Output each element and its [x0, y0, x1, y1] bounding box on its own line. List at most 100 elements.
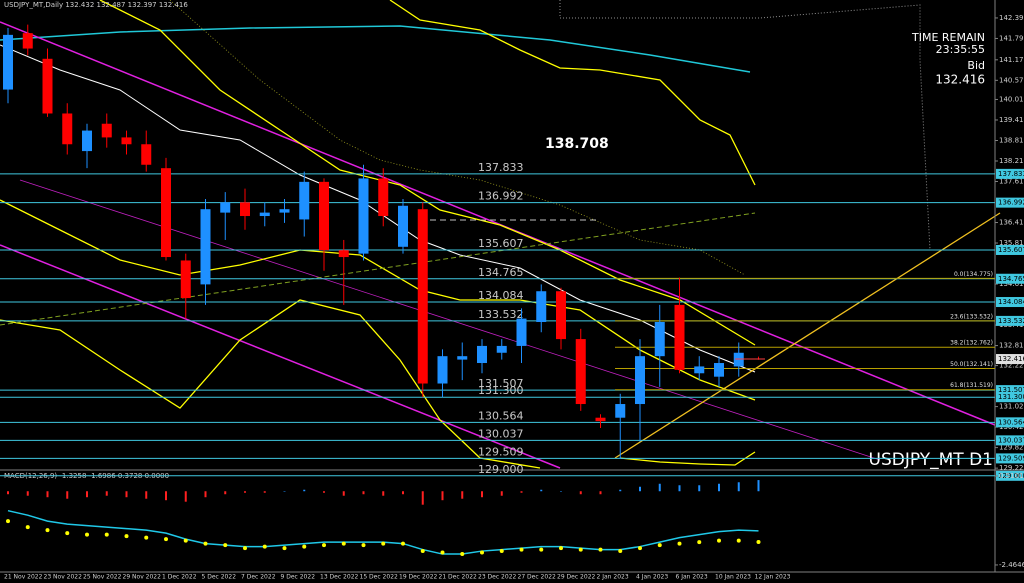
level-axis-box — [996, 392, 1024, 403]
candle-body — [220, 202, 231, 213]
level-axis-label: 135.607 — [998, 246, 1024, 254]
candle-body — [180, 260, 191, 299]
bollinger-middle — [0, 199, 756, 401]
macd-histogram-bar — [441, 491, 444, 501]
candle-body — [378, 178, 389, 217]
candle-body — [82, 130, 92, 152]
x-tick-label: 25 Nov 2022 — [83, 574, 122, 581]
time-remain: 23:35:55 — [936, 43, 985, 56]
candle-body — [595, 417, 606, 422]
macd-histogram-bar — [125, 491, 128, 498]
macd-histogram-bar — [481, 491, 483, 498]
macd-histogram-bar — [263, 491, 266, 493]
moving-average — [0, 25, 751, 73]
macd-dot — [578, 547, 583, 552]
level-label: 134.084 — [478, 289, 524, 302]
bid-label: Bid — [967, 59, 985, 72]
x-tick-label: 2 Jan 2023 — [597, 574, 629, 581]
level-axis-label: 134.765 — [998, 275, 1024, 283]
macd-histogram-bar — [678, 485, 681, 492]
level-axis-label: 130.564 — [998, 418, 1024, 426]
level-axis-label: 133.532 — [998, 317, 1024, 325]
level-axis-box — [996, 385, 1024, 396]
level-axis-box — [996, 168, 1024, 179]
candle-body — [141, 144, 152, 165]
x-tick-label: 13 Dec 2022 — [320, 574, 359, 581]
macd-histogram-bar — [560, 491, 562, 492]
macd-histogram-bar — [303, 489, 306, 492]
candle-body — [121, 137, 132, 145]
ichimoku-line — [169, 0, 746, 276]
level-axis-label: 134.084 — [998, 298, 1024, 306]
macd-histogram-bar — [362, 491, 365, 495]
level-label: 130.564 — [478, 409, 524, 422]
x-tick-label: 5 Dec 2022 — [202, 574, 237, 581]
macd-dot — [164, 537, 168, 542]
level-axis-box — [996, 315, 1024, 326]
macd-histogram-bar — [520, 491, 523, 493]
level-label: 130.037 — [478, 427, 524, 440]
macd-histogram-bar — [461, 491, 464, 499]
envelope-line — [619, 451, 756, 466]
y-tick-label: 136.410 — [999, 219, 1024, 227]
y-tick-label: 142.395 — [999, 14, 1024, 22]
y-tick-label: 132.810 — [999, 342, 1024, 350]
macd-dot — [717, 538, 721, 543]
candle-body — [101, 123, 112, 138]
macd-histogram-bar — [599, 491, 602, 495]
macd-dot — [322, 543, 326, 548]
candle-body — [733, 352, 744, 367]
macd-histogram-bar — [658, 483, 661, 492]
x-tick-label: 1 Dec 2022 — [162, 574, 197, 581]
macd-histogram-bar — [283, 491, 286, 492]
macd-histogram-bar — [244, 491, 246, 493]
candle-body — [358, 178, 369, 254]
level-axis-label: 130.037 — [998, 436, 1024, 444]
candle-body — [62, 113, 73, 145]
candle-body — [536, 291, 547, 322]
bollinger-lower — [0, 299, 541, 469]
macd-dot — [559, 546, 563, 551]
macd-histogram-bar — [402, 491, 404, 495]
y-tick-label: 135.810 — [999, 239, 1024, 247]
x-tick-label: 29 Dec 2022 — [557, 574, 596, 581]
x-tick-label: 27 Dec 2022 — [518, 574, 557, 581]
macd-dot — [25, 525, 30, 530]
macd-histogram-bar — [26, 491, 29, 496]
fib-label: 23.6(133.532) — [950, 313, 993, 320]
candle-body — [477, 345, 487, 364]
macd-histogram-bar — [204, 491, 207, 498]
fib-label: 0.0(134.775) — [954, 271, 993, 278]
level-label: 129.509 — [478, 445, 524, 458]
time-remain-label: TIME REMAIN — [911, 31, 985, 44]
macd-histogram-bar — [7, 491, 9, 495]
fib-label: 50.0(132.141) — [950, 361, 993, 368]
x-tick-label: 19 Dec 2022 — [399, 574, 438, 581]
level-axis-label: 131.507 — [998, 386, 1024, 394]
level-axis-box — [996, 273, 1024, 284]
candle-body — [3, 34, 13, 90]
macd-dot — [243, 546, 247, 551]
x-tick-label: 21 Nov 2022 — [4, 574, 43, 581]
x-tick-label: 23 Nov 2022 — [44, 574, 83, 581]
candle-body — [654, 321, 665, 357]
candle-body — [398, 205, 408, 247]
y-tick-label: 137.610 — [999, 178, 1024, 186]
level-label: 137.833 — [478, 161, 524, 174]
channel-line — [0, 21, 996, 426]
level-label: 133.532 — [478, 308, 524, 321]
level-axis-label: 136.992 — [998, 199, 1024, 207]
candle-body — [457, 356, 468, 360]
ichimoku-cloud — [559, 0, 995, 251]
macd-histogram-bar — [46, 491, 49, 498]
macd-dot — [460, 552, 465, 557]
macd-histogram-bar — [323, 491, 325, 493]
macd-dot — [124, 534, 129, 539]
bid-axis-box — [996, 354, 1024, 365]
macd-histogram-bar — [86, 491, 88, 498]
candle-body — [556, 291, 566, 340]
fib-label: 61.8(131.519) — [950, 382, 993, 389]
macd-dot — [677, 541, 682, 546]
